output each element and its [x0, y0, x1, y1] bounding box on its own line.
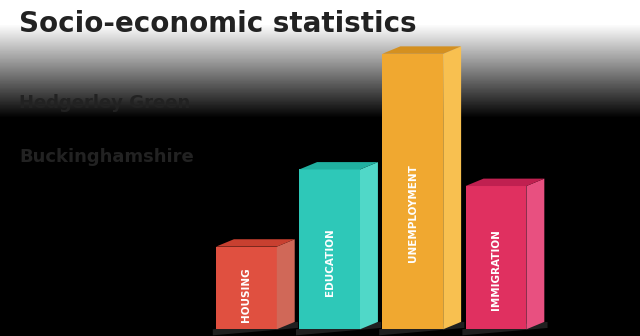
Polygon shape: [383, 54, 443, 329]
Polygon shape: [463, 322, 548, 335]
Polygon shape: [300, 169, 360, 329]
Text: Buckinghamshire: Buckinghamshire: [19, 148, 194, 166]
Text: EDUCATION: EDUCATION: [324, 228, 335, 296]
Text: Socio-economic statistics: Socio-economic statistics: [19, 10, 417, 38]
Polygon shape: [380, 322, 465, 335]
Polygon shape: [360, 162, 378, 329]
Polygon shape: [300, 162, 378, 169]
Polygon shape: [216, 239, 295, 247]
Text: Hedgerley Green: Hedgerley Green: [19, 94, 191, 112]
Polygon shape: [277, 239, 295, 329]
Text: UNEMPLOYMENT: UNEMPLOYMENT: [408, 165, 418, 262]
Polygon shape: [466, 186, 526, 329]
Polygon shape: [526, 179, 545, 329]
Polygon shape: [296, 322, 381, 335]
Polygon shape: [212, 322, 298, 335]
Polygon shape: [443, 46, 461, 329]
Polygon shape: [466, 179, 545, 186]
Text: IMMIGRATION: IMMIGRATION: [491, 229, 501, 309]
Polygon shape: [383, 46, 461, 54]
Text: HOUSING: HOUSING: [241, 267, 252, 322]
Polygon shape: [216, 247, 277, 329]
